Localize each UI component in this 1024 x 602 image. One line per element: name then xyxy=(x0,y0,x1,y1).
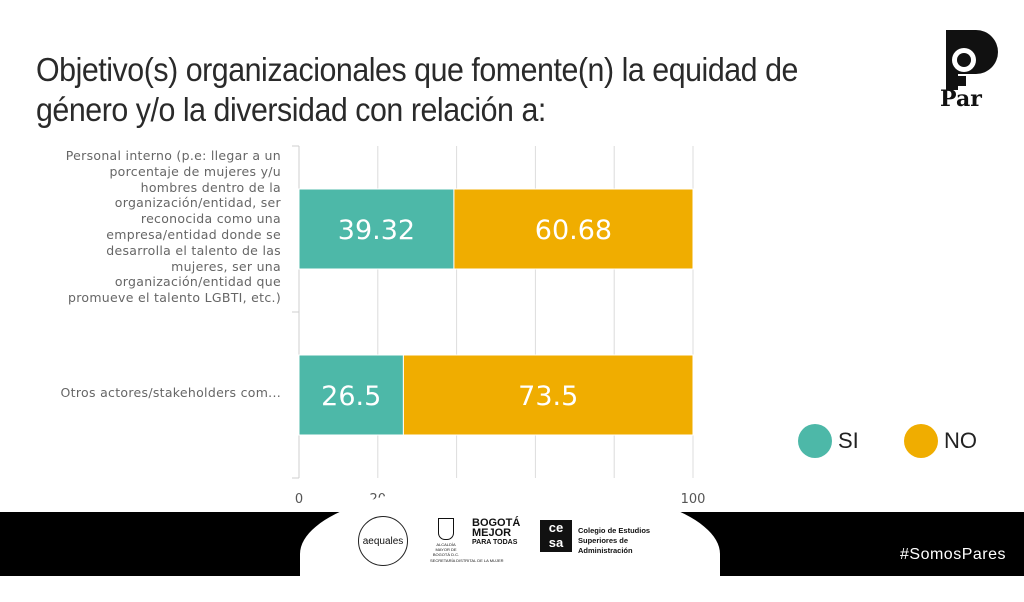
category-label-line: organización/entidad que xyxy=(114,274,281,290)
legend-label-no: NO xyxy=(944,428,977,453)
par-logo-icon xyxy=(946,30,998,90)
category-label-line: Otros actores/stakeholders com... xyxy=(60,385,281,401)
legend-swatch-si xyxy=(798,424,832,458)
category-label-line: organización/entidad, ser xyxy=(114,195,281,211)
bogota-logo-line1: BOGOTÁ xyxy=(472,517,521,529)
bar-segment-no xyxy=(453,188,694,270)
bar-segment-no xyxy=(402,354,694,436)
hashtag: #SomosPares xyxy=(900,546,1006,563)
category-label-line: desarrolla el talento de las xyxy=(106,242,281,258)
data-label: 26.5 xyxy=(321,381,381,412)
data-label: 73.5 xyxy=(518,381,578,412)
category-label: Otros actores/stakeholders com... xyxy=(61,385,281,401)
category-label-line: Personal interno (p.e: llegar a un xyxy=(65,148,281,163)
bogota-logo-line3: PARA TODAS xyxy=(472,539,518,546)
category-label-line: promueve el talento LGBTI, etc.) xyxy=(67,290,281,306)
par-logo-text: Par xyxy=(940,86,982,112)
legend-label-si: SI xyxy=(838,428,859,453)
bar-segment-si xyxy=(298,354,404,436)
x-tick-label: 0 xyxy=(295,492,303,507)
alcaldia-logo: ALCALDÍA MAYOR DE BOGOTÁ D.C. xyxy=(430,518,462,557)
legend-item-si: SI xyxy=(798,424,859,458)
category-label-line: hombres dentro de la xyxy=(140,179,281,195)
cesa-logo-text: Colegio de Estudios Superiores de Admini… xyxy=(578,526,651,555)
legend-item-no: NO xyxy=(904,424,977,458)
legend-swatch-no xyxy=(904,424,938,458)
page-title: Objetivo(s) organizacionales que fomente… xyxy=(36,51,798,128)
category-label-line: porcentaje de mujeres y/u xyxy=(109,163,281,179)
aequales-logo-text: aequales xyxy=(362,535,404,547)
bar-segment-si xyxy=(298,188,455,270)
category-label: Personal interno (p.e: llegar a un porcen… xyxy=(66,148,281,306)
aequales-logo: aequales xyxy=(358,516,408,566)
x-tick-label: 100 xyxy=(681,492,706,507)
bogota-logo: BOGOTÁ MEJOR PARA TODAS xyxy=(472,518,520,548)
coat-of-arms-icon xyxy=(438,518,454,540)
secretaria-text: SECRETARÍA DISTRITAL DE LA MUJER xyxy=(430,558,504,563)
footer-bar: aequales ALCALDÍA MAYOR DE BOGOTÁ D.C. B… xyxy=(0,482,1024,602)
bogota-logo-line2: MEJOR xyxy=(472,527,512,539)
cesa-logo-icon: ce sa xyxy=(540,520,572,552)
category-label-line: reconocida como una xyxy=(140,211,281,227)
data-label: 60.68 xyxy=(535,215,612,246)
category-label-line: empresa/entidad donde se xyxy=(106,226,281,242)
legend: SI NO xyxy=(798,424,998,460)
data-label: 39.32 xyxy=(338,215,415,246)
category-label-line: mujeres, ser una xyxy=(171,258,281,274)
alcaldia-logo-text: ALCALDÍA MAYOR DE BOGOTÁ D.C. xyxy=(432,542,460,557)
